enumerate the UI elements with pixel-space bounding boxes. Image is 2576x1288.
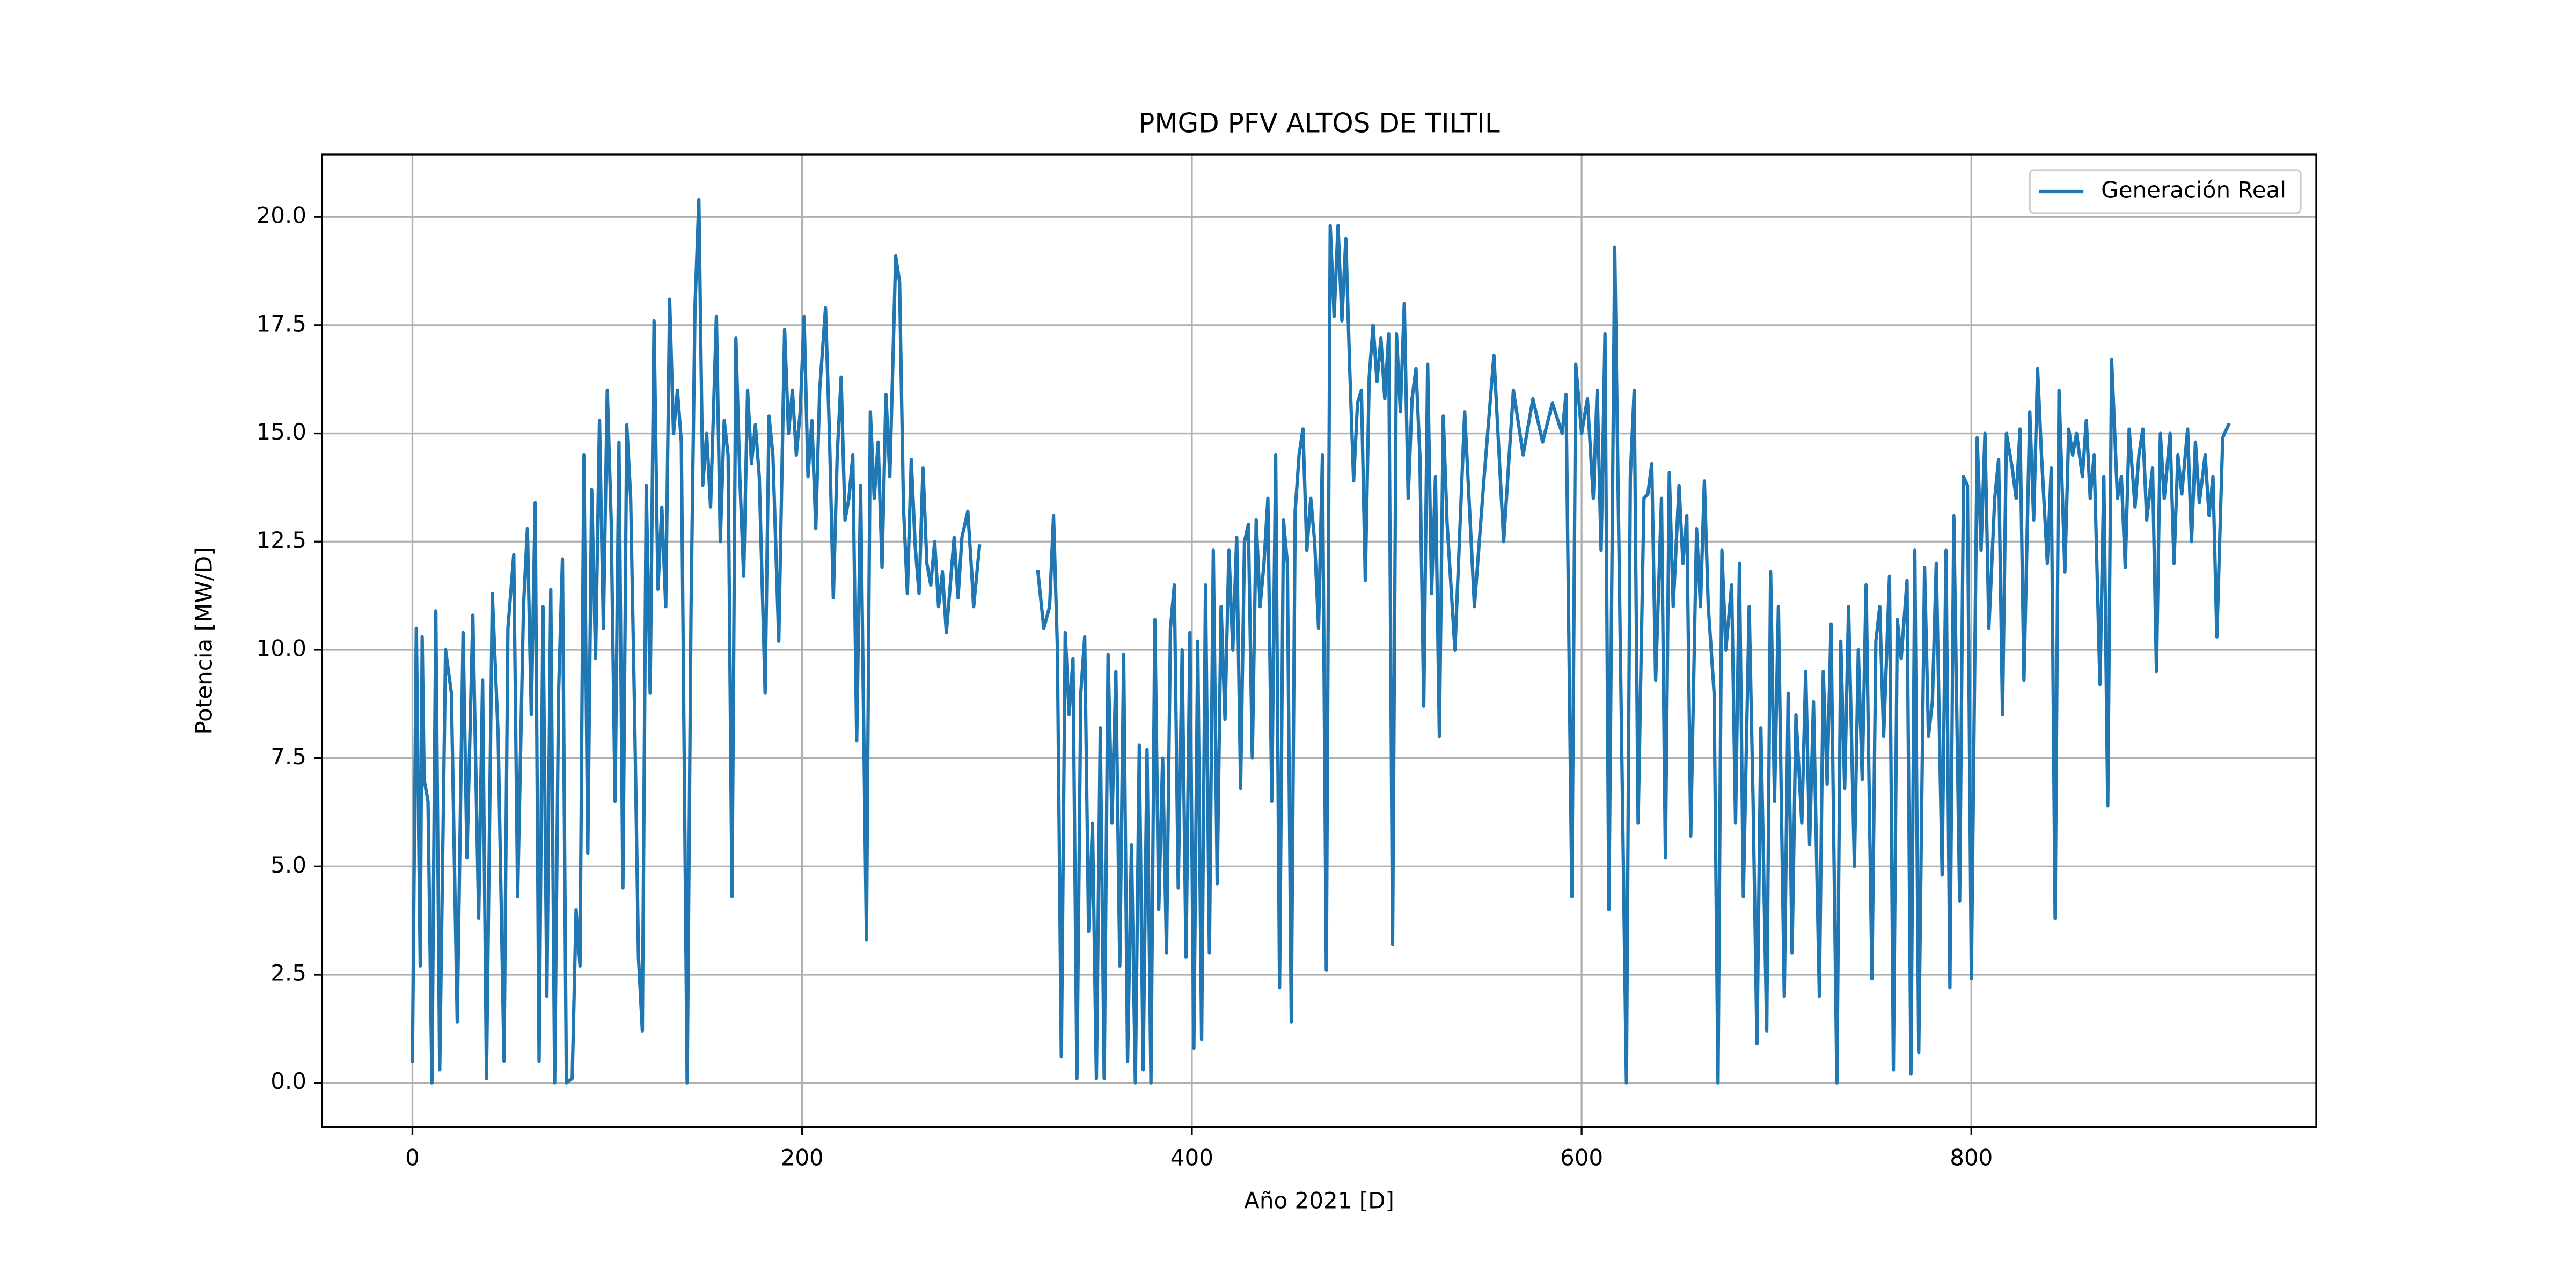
y-tick-label: 10.0: [256, 635, 306, 661]
data-line: [411, 197, 2231, 1085]
x-tick-label: 600: [1560, 1145, 1603, 1171]
legend-label: Generación Real: [2101, 177, 2286, 203]
y-tick-label: 15.0: [256, 419, 306, 445]
y-tick-label: 17.5: [256, 310, 306, 336]
legend: Generación Real: [2029, 169, 2302, 214]
y-tick-label: 5.0: [270, 852, 306, 878]
plot-frame: [321, 153, 2317, 1128]
x-axis-label: Año 2021 [D]: [1244, 1188, 1394, 1214]
y-tick-label: 2.5: [270, 960, 306, 986]
y-tick-label: 7.5: [270, 743, 306, 770]
y-tick-label: 0.0: [270, 1068, 306, 1094]
y-axis-label: Potencia [MW/D]: [191, 547, 217, 734]
legend-box: [2029, 169, 2302, 214]
x-tick-label: 400: [1170, 1145, 1213, 1171]
y-tick-label: 20.0: [256, 202, 306, 229]
x-tick-label: 800: [1950, 1145, 1993, 1171]
y-tick-label: 12.5: [256, 527, 306, 553]
chart-title: PMGD PFV ALTOS DE TILTIL: [1138, 108, 1500, 139]
x-tick-label: 0: [405, 1145, 420, 1171]
x-tick-label: 200: [781, 1145, 824, 1171]
